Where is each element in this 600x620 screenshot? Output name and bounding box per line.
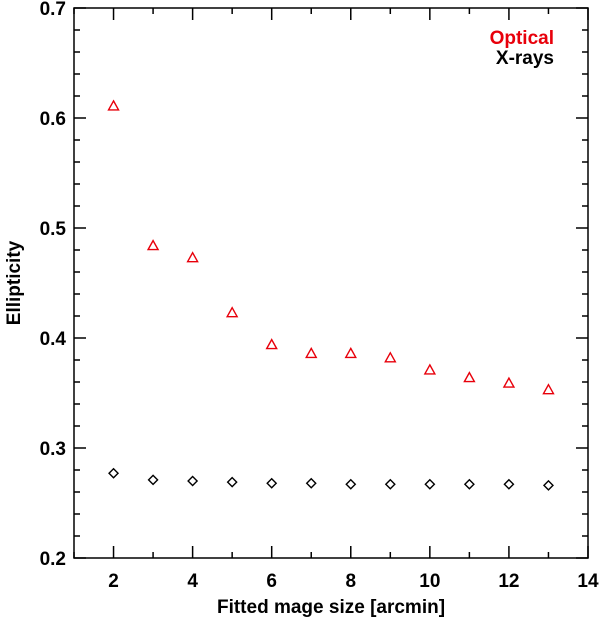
- x-tick-label: 6: [266, 571, 277, 592]
- x-rays-point: [305, 477, 317, 489]
- optical-point: [463, 371, 476, 383]
- optical-point: [265, 338, 278, 350]
- x-rays-point: [345, 478, 357, 490]
- x-tick-label: 4: [187, 571, 198, 592]
- x-tick-label: 2: [108, 571, 119, 592]
- y-tick-label: 0.5: [40, 219, 67, 240]
- x-axis-title: Fitted mage size [arcmin]: [217, 597, 445, 618]
- x-rays-point: [463, 478, 475, 490]
- y-tick-label: 0.6: [40, 109, 66, 130]
- x-rays-point: [226, 476, 238, 488]
- y-tick-label: 0.3: [40, 439, 66, 460]
- data-points: [107, 99, 555, 491]
- x-rays-point: [147, 474, 159, 486]
- optical-point: [423, 363, 437, 375]
- optical-point: [225, 306, 239, 318]
- x-rays-point: [503, 478, 515, 490]
- optical-point: [146, 239, 160, 251]
- tick-labels: 2 4 6 8 10 12 14 0.2 0.3 0.4 0.5 0.6 0.7: [40, 0, 599, 592]
- axis-ticks: [73, 7, 589, 559]
- x-rays-point: [266, 477, 278, 489]
- series-x-rays: [108, 467, 554, 491]
- x-rays-point: [187, 475, 199, 487]
- legend-entry-x-rays: X-rays: [496, 48, 554, 69]
- x-tick-label: 8: [345, 571, 356, 592]
- plot-frame: [73, 7, 589, 559]
- optical-point: [384, 351, 397, 363]
- y-tick-label: 0.2: [40, 549, 66, 570]
- optical-point: [107, 99, 120, 111]
- x-rays-point: [542, 479, 554, 491]
- x-rays-point: [108, 467, 120, 479]
- optical-point: [186, 251, 199, 263]
- series-optical: [107, 99, 555, 395]
- legend-entry-optical: Optical: [490, 28, 554, 49]
- optical-point: [502, 376, 516, 388]
- y-tick-label: 0.7: [40, 0, 66, 20]
- x-tick-label: 12: [498, 571, 519, 592]
- x-rays-point: [424, 478, 436, 490]
- optical-point: [305, 346, 318, 359]
- x-tick-label: 14: [577, 571, 599, 592]
- x-rays-point: [384, 478, 396, 490]
- y-tick-label: 0.4: [40, 329, 67, 350]
- y-axis-title: Ellipticity: [4, 240, 25, 325]
- optical-point: [542, 383, 555, 395]
- x-tick-label: 10: [419, 571, 440, 592]
- optical-point: [344, 346, 357, 359]
